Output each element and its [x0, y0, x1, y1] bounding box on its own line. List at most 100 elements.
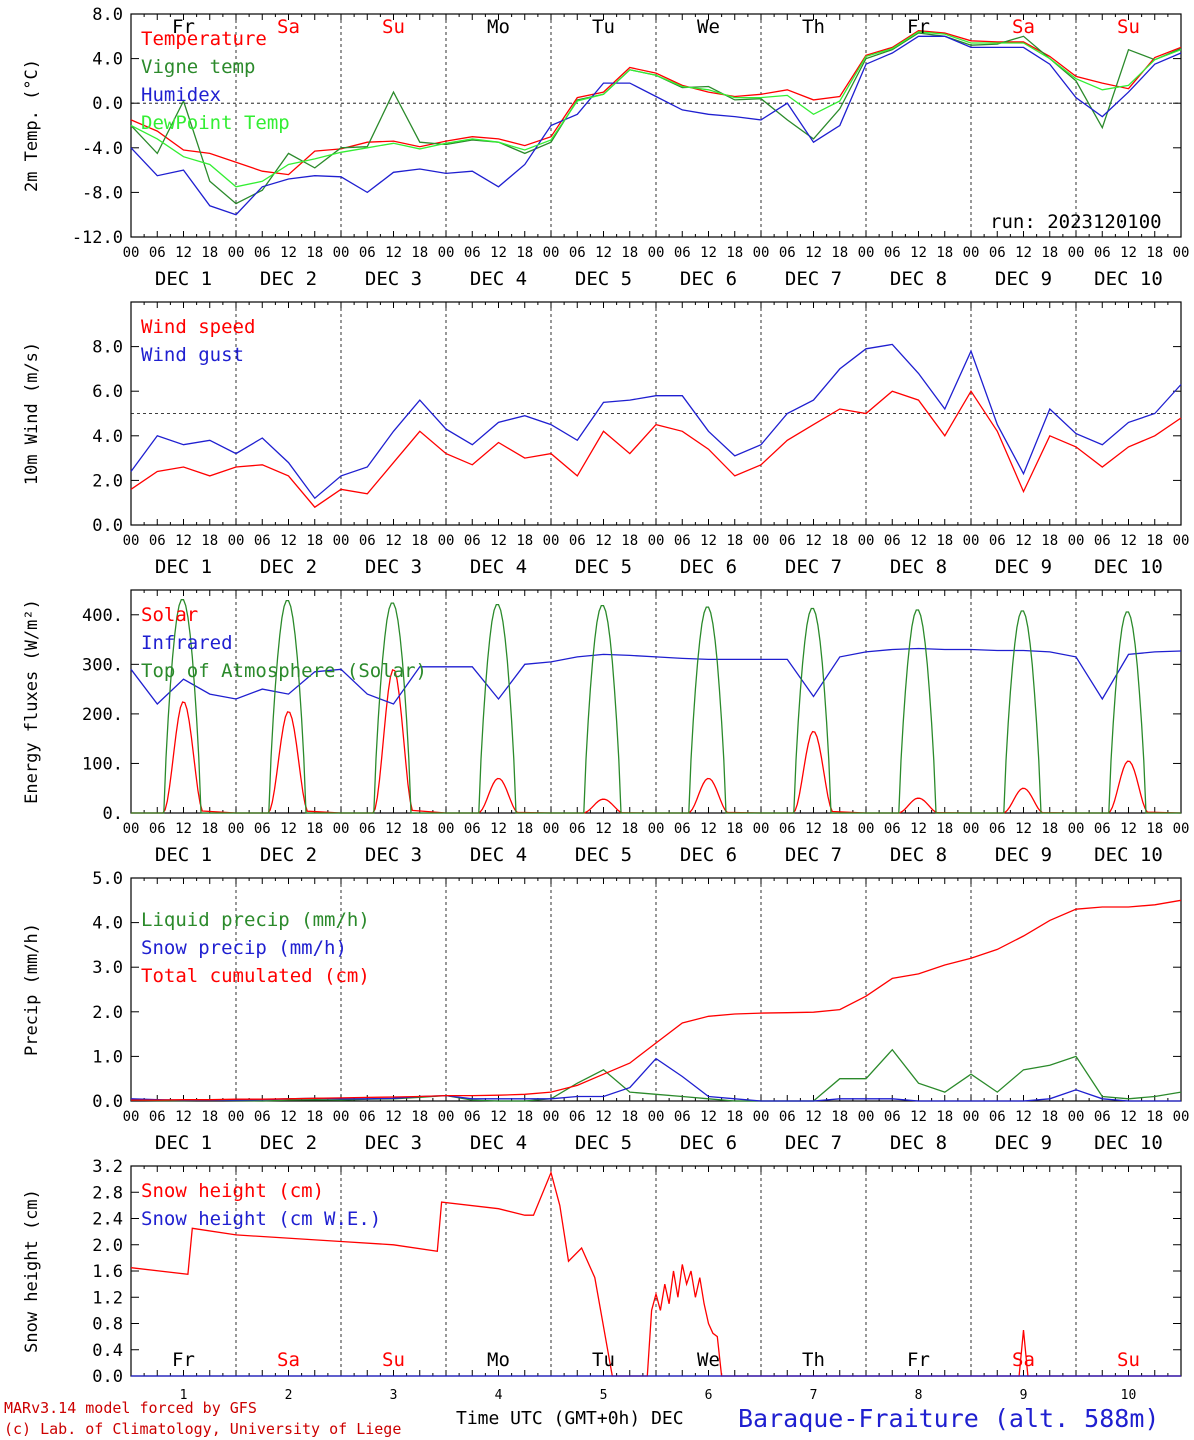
hour-label: 18	[411, 821, 428, 837]
legend-entry: Vigne temp	[141, 56, 255, 78]
weekday-label: Mo	[487, 16, 510, 38]
y-tick-label: 2.8	[92, 1183, 123, 1203]
hour-label: 00	[1068, 533, 1085, 549]
y-tick-label: 4.0	[92, 50, 123, 70]
panel-1	[130, 13, 1182, 238]
date-label: DEC 9	[995, 1132, 1052, 1154]
weekday-label: Sa	[277, 16, 300, 38]
weekday-label: Fr	[172, 1349, 195, 1371]
hour-label: 00	[1068, 245, 1085, 261]
hour-label: 18	[621, 245, 638, 261]
hour-label: 06	[1094, 245, 1111, 261]
legend-entry: Snow height (cm W.E.)	[141, 1208, 381, 1230]
date-label: DEC 6	[680, 844, 737, 866]
hour-label: 00	[123, 1109, 140, 1125]
y-tick-label: 400.	[82, 606, 123, 626]
hour-label: 00	[123, 821, 140, 837]
y-tick-label: 1.2	[92, 1288, 123, 1308]
hour-label: 12	[385, 245, 402, 261]
panel-3	[130, 589, 1182, 814]
date-label: DEC 4	[470, 1132, 527, 1154]
y-tick-label: 5.0	[92, 869, 123, 889]
hour-label: 00	[438, 1109, 455, 1125]
hour-label: 12	[595, 1109, 612, 1125]
hour-label: 18	[726, 533, 743, 549]
hour-label: 18	[411, 1109, 428, 1125]
hour-label: 00	[963, 533, 980, 549]
hour-label: 00	[228, 245, 245, 261]
hour-label: 12	[1120, 533, 1137, 549]
hour-label: 06	[1094, 821, 1111, 837]
hour-label: 00	[1173, 821, 1190, 837]
legend-entry: Infrared	[141, 632, 233, 654]
hour-label: 06	[884, 821, 901, 837]
hour-label: 18	[306, 821, 323, 837]
legend-entry: Wind speed	[141, 316, 255, 338]
hour-label: 06	[149, 245, 166, 261]
y-axis-label: 2m Temp. (°C)	[22, 59, 42, 192]
weekday-label: Th	[802, 1349, 825, 1371]
legend-entry: Top of Atmosphere (Solar)	[141, 660, 427, 682]
hour-label: 06	[254, 245, 271, 261]
date-label: DEC 7	[785, 844, 842, 866]
day-number-label: 6	[705, 1388, 713, 1403]
hour-label: 00	[648, 245, 665, 261]
hour-label: 18	[831, 821, 848, 837]
hour-label: 06	[359, 821, 376, 837]
hour-label: 18	[1146, 533, 1163, 549]
hour-label: 18	[936, 245, 953, 261]
hour-label: 12	[280, 821, 297, 837]
hour-label: 06	[1094, 1109, 1111, 1125]
hour-label: 18	[516, 821, 533, 837]
date-label: DEC 8	[890, 844, 947, 866]
date-label: DEC 5	[575, 556, 632, 578]
hour-label: 00	[123, 533, 140, 549]
hour-label: 12	[175, 821, 192, 837]
hour-label: 00	[1173, 245, 1190, 261]
hour-label: 00	[858, 821, 875, 837]
day-number-label: 3	[390, 1388, 398, 1403]
hour-label: 12	[280, 245, 297, 261]
weekday-label: Th	[802, 16, 825, 38]
hour-label: 12	[805, 533, 822, 549]
hour-label: 18	[621, 1109, 638, 1125]
hour-label: 06	[674, 1109, 691, 1125]
hour-label: 12	[595, 533, 612, 549]
hour-label: 06	[464, 245, 481, 261]
series-line	[130, 389, 1182, 509]
hour-label: 00	[1068, 1109, 1085, 1125]
hour-label: 12	[805, 1109, 822, 1125]
weekday-label: Tu	[592, 16, 615, 38]
hour-label: 00	[753, 821, 770, 837]
hour-label: 18	[621, 533, 638, 549]
hour-label: 12	[175, 1109, 192, 1125]
hour-label: 12	[700, 1109, 717, 1125]
hour-label: 18	[1041, 533, 1058, 549]
hour-label: 00	[1173, 533, 1190, 549]
hour-label: 00	[333, 533, 350, 549]
series-line	[130, 343, 1182, 500]
hour-label: 18	[1146, 1109, 1163, 1125]
date-label: DEC 8	[890, 556, 947, 578]
date-label: DEC 1	[155, 1132, 212, 1154]
hour-label: 06	[779, 533, 796, 549]
day-number-label: 9	[1020, 1388, 1028, 1403]
series-line	[130, 31, 1182, 188]
hour-label: 18	[411, 533, 428, 549]
y-tick-label: 0.	[103, 804, 123, 824]
weekday-label: Fr	[172, 16, 195, 38]
date-label: DEC 9	[995, 268, 1052, 290]
series-line	[130, 1048, 1182, 1102]
lab-credit: (c) Lab. of Climatology, University of L…	[4, 1420, 401, 1438]
day-number-label: 8	[915, 1388, 923, 1403]
y-tick-label: 2.0	[92, 1236, 123, 1256]
hour-label: 00	[438, 245, 455, 261]
panel-2	[130, 301, 1182, 526]
run-label: run: 2023120100	[990, 211, 1162, 233]
hour-label: 00	[753, 533, 770, 549]
hour-label: 18	[936, 1109, 953, 1125]
hour-label: 06	[779, 1109, 796, 1125]
hour-label: 06	[359, 245, 376, 261]
hour-label: 18	[411, 245, 428, 261]
